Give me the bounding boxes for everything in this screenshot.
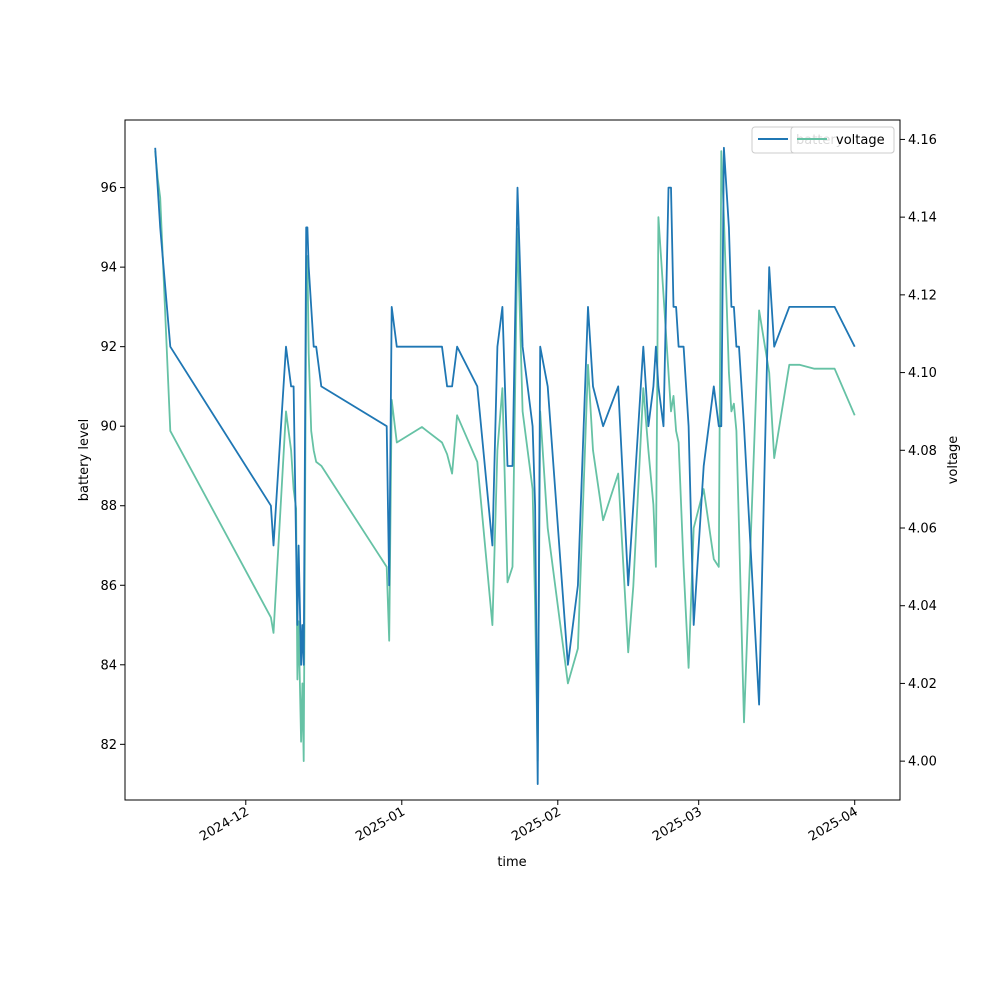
legend-voltage-label: voltage <box>836 133 885 148</box>
y-tick-label: 96 <box>100 181 117 196</box>
y2-tick-label: 4.12 <box>908 288 937 303</box>
y-tick-label: 92 <box>100 340 117 355</box>
y-axis-ticks: 82 84 86 88 90 92 94 96 <box>100 181 125 753</box>
x-tick-label: 2025-04 <box>806 804 861 844</box>
plot-lines <box>154 146 856 785</box>
y-tick-label: 86 <box>100 579 117 594</box>
y2-tick-label: 4.10 <box>908 366 937 381</box>
y2-tick-label: 4.08 <box>908 444 937 459</box>
x-tick-label: 2025-02 <box>509 804 564 844</box>
x-axis-ticks: 2024-12 2025-01 2025-02 2025-03 2025-04 <box>197 800 861 845</box>
y2-tick-label: 4.06 <box>908 522 937 537</box>
y2-axis-label: voltage <box>946 436 961 485</box>
y-tick-label: 88 <box>100 499 117 514</box>
series-line-voltage <box>154 150 856 762</box>
y2-tick-label: 4.14 <box>908 211 937 226</box>
y-tick-label: 84 <box>100 658 117 673</box>
series-line-battery <box>154 146 856 785</box>
y2-axis-ticks: 4.00 4.02 4.04 4.06 4.08 4.10 4.12 4.14 4.16 <box>900 133 937 770</box>
x-tick-label: 2024-12 <box>197 804 252 844</box>
x-tick-label: 2025-03 <box>650 804 705 844</box>
y-tick-label: 90 <box>100 420 117 435</box>
x-tick-label: 2025-01 <box>353 804 408 844</box>
y2-tick-label: 4.04 <box>908 599 937 614</box>
plot-frame <box>124 119 901 801</box>
legend-voltage: voltage <box>790 126 895 154</box>
y-axis-label: battery level <box>77 419 92 502</box>
x-axis-label: time <box>497 855 526 870</box>
y2-tick-label: 4.16 <box>908 133 937 148</box>
y2-tick-label: 4.00 <box>908 755 937 770</box>
y-tick-label: 94 <box>100 261 117 276</box>
y-tick-label: 82 <box>100 738 117 753</box>
y2-tick-label: 4.02 <box>908 677 937 692</box>
